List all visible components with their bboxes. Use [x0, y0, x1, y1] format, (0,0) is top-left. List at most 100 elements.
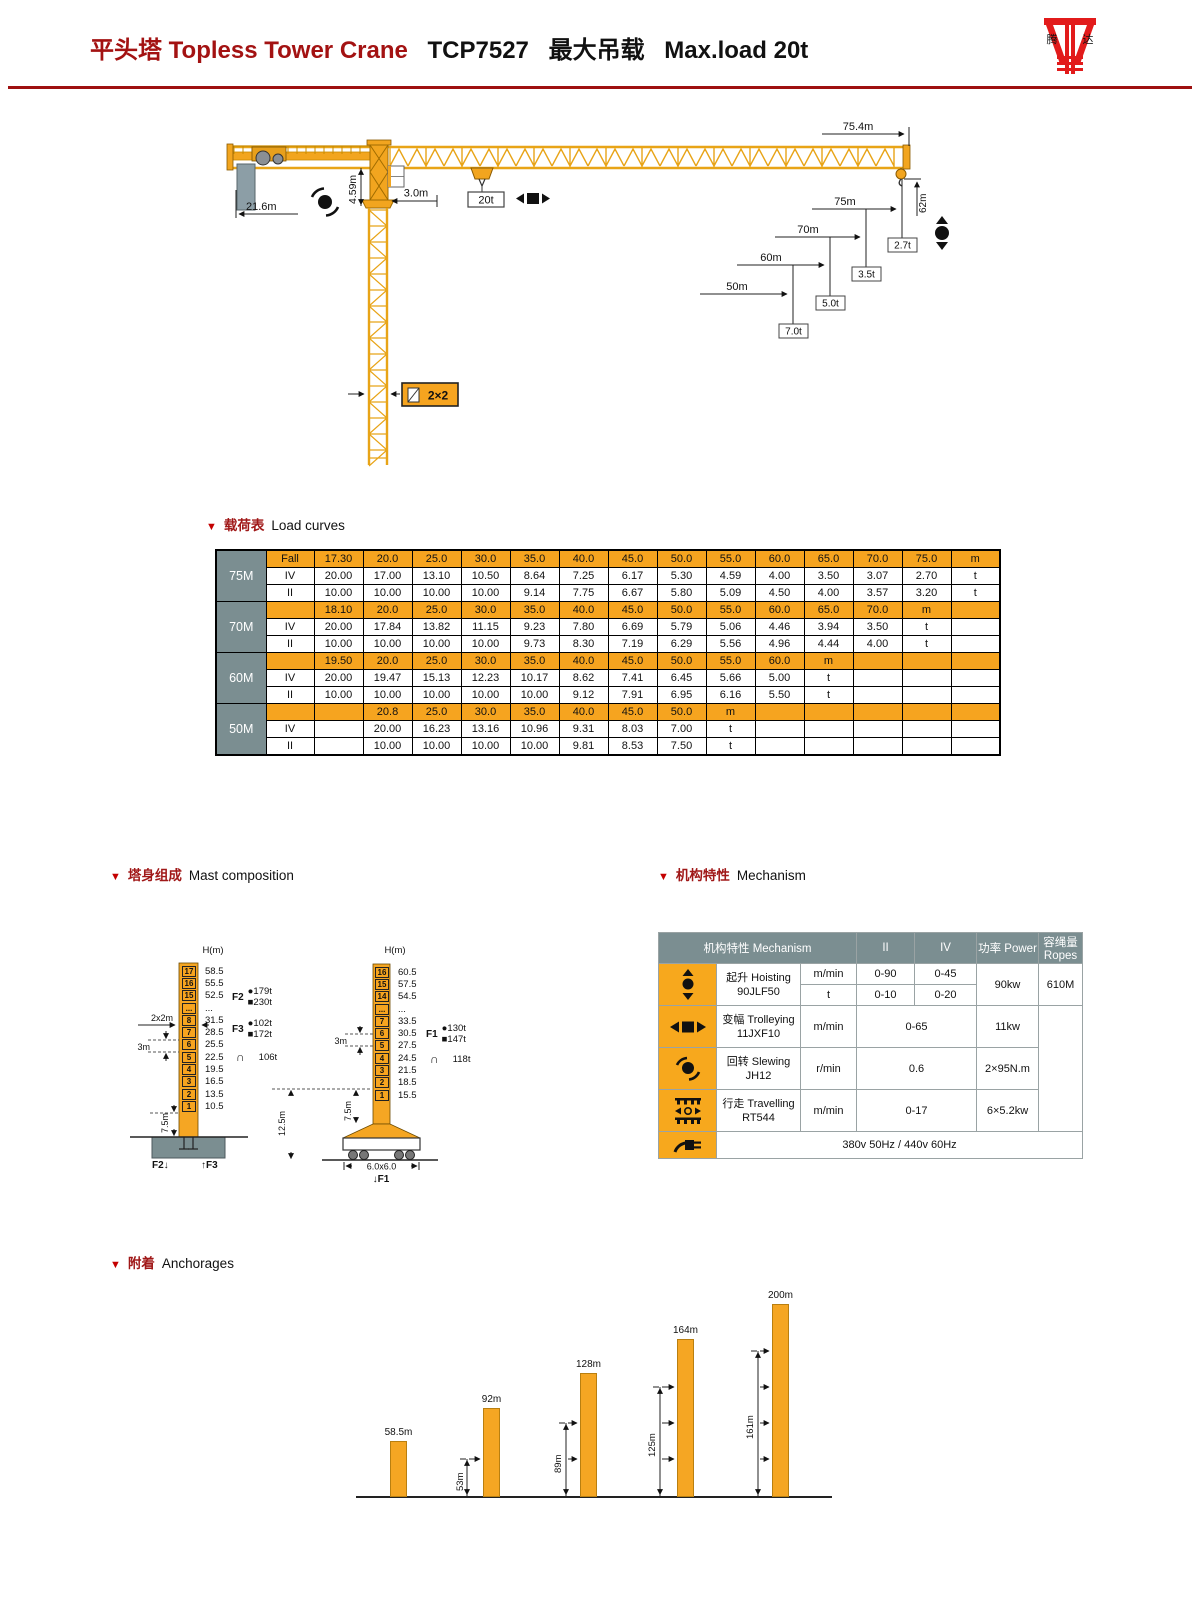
- load-value-cell: [803, 720, 854, 738]
- mast-section-height: 15.5: [398, 1089, 417, 1101]
- radius-header-cell: 45.0: [607, 549, 658, 568]
- trolleying-name: 变幅 Trolleying: [722, 1013, 795, 1026]
- ballast-block: [236, 163, 256, 211]
- svg-text:161m: 161m: [745, 1415, 756, 1439]
- svg-text:2.7t: 2.7t: [894, 241, 911, 252]
- travelling-icon: [674, 1097, 701, 1124]
- load-value-cell: 10.00: [362, 584, 413, 602]
- load-value-cell: 16.23: [411, 720, 462, 738]
- slewing-icon-cell: [658, 1047, 717, 1090]
- max-load-tag: 20t: [478, 195, 493, 207]
- load-data-row: IV 20.00 16.23 13.16 10.96 9.31 8.03 7.00 t: [216, 720, 1001, 738]
- mast-title-en: Mast composition: [188, 868, 294, 883]
- jib-tip: [902, 144, 911, 170]
- load-data-row: II 10.00 10.00 10.00 10.00 10.00 9.12 7.91 6.95 6…: [216, 686, 1001, 704]
- radius-header-cell: [901, 703, 952, 721]
- load-value-cell: [950, 618, 1001, 636]
- mast-section-height: 21.5: [398, 1065, 417, 1077]
- mast-section-row: 2 13.5: [182, 1088, 224, 1100]
- mechanism-title-en: Mechanism: [736, 868, 806, 883]
- mast-section-row: 4 19.5: [182, 1063, 224, 1076]
- mast-section-row: 5 22.5: [182, 1051, 224, 1063]
- trolleying-icon: [669, 1021, 706, 1032]
- mast-section-number: 2: [375, 1077, 389, 1089]
- trolley: [470, 167, 494, 180]
- load-value-cell: 7.91: [607, 686, 658, 704]
- total-base-dim: 12.5m: [277, 1111, 287, 1136]
- mast-section-row: 15 52.5: [182, 990, 224, 1002]
- load-value-cell: 3.50: [803, 567, 854, 585]
- load-curves-table: 75M Fall 17.30 20.0 25.0 30.0 35.0 40.0 45.0 50.0…: [215, 549, 1001, 756]
- fall-cell: II: [265, 635, 315, 653]
- mast-section-number: ...: [375, 1003, 389, 1015]
- load-value-cell: 2.70: [901, 567, 952, 585]
- undercarriage: [342, 1137, 421, 1151]
- load-value-cell: [313, 720, 364, 738]
- mast-section-number: 7: [375, 1015, 389, 1027]
- ropes-en: Ropes: [1043, 950, 1078, 962]
- anchorages-title-en: Anchorages: [161, 1256, 234, 1271]
- load-value-cell: 10.17: [509, 669, 560, 687]
- radius-header-cell: 70.0: [852, 549, 903, 568]
- anchorage-bar: [483, 1408, 500, 1497]
- radius-header-cell: 40.0: [558, 549, 609, 568]
- slewing-icon: [310, 187, 340, 217]
- load-value-cell: 6.17: [607, 567, 658, 585]
- power-plug-icon: [673, 1140, 701, 1153]
- anchorage-bar: [677, 1339, 694, 1497]
- mast-left-sections: 17 58.5 16 55.5 15 52.5...... 8 31.5 7 28.5 6 25.5 5…: [182, 965, 224, 1113]
- load-value-cell: 6.16: [705, 686, 756, 704]
- mast-section-number: 3: [182, 1076, 196, 1088]
- mast-section-number: 1: [182, 1100, 196, 1112]
- counter-jib-dim: 21.6m: [246, 201, 277, 213]
- title-en: Topless Tower Crane: [168, 37, 408, 64]
- section-height-dim: 3m: [137, 1042, 150, 1052]
- hook-block: [895, 168, 907, 180]
- mast-section-row: 5 27.5: [375, 1040, 417, 1052]
- mast-section-row: 14 54.5: [375, 991, 417, 1003]
- axis-label: H(m): [202, 945, 223, 956]
- mast-section-height: 24.5: [398, 1052, 417, 1064]
- load-value-cell: 10.00: [460, 686, 511, 704]
- min-radius-dim: 3.0m: [404, 188, 428, 200]
- mast-title-zh: 塔身组成: [127, 868, 182, 883]
- mast-section-height: 57.5: [398, 978, 417, 990]
- mast-section-number: 5: [375, 1040, 389, 1052]
- load-value-cell: 4.00: [803, 584, 854, 602]
- radius-header-cell: m: [901, 601, 952, 619]
- reaction-static: ■172t: [247, 1029, 272, 1040]
- mast-section-height: 13.5: [205, 1088, 224, 1100]
- jib-lattice: [389, 147, 895, 168]
- section-mast-composition: ▼ 塔身组成 Mast composition: [110, 864, 294, 884]
- load-value-cell: 5.80: [656, 584, 707, 602]
- value-cell: 0-10: [856, 984, 916, 1006]
- col-iv: IV: [914, 932, 978, 964]
- circle-marker-icon: ●: [441, 1023, 448, 1034]
- mast-section-height: 10.5: [205, 1100, 224, 1112]
- mast-section-height: 27.5: [398, 1040, 417, 1052]
- mast-section-row: ......: [182, 1002, 224, 1014]
- radius-header-cell: 25.0: [411, 652, 462, 670]
- value-cell: 0-90: [856, 963, 916, 985]
- reaction-label: F2: [232, 991, 244, 1003]
- square-marker-icon: ■: [247, 997, 254, 1008]
- mast-section-height: 54.5: [398, 991, 417, 1003]
- tower-head-dim: 4.59m: [347, 175, 359, 204]
- load-value-cell: 4.44: [803, 635, 854, 653]
- anchorage-bar-label: 164m: [672, 1325, 698, 1336]
- footer-f3: ↑F3: [201, 1160, 218, 1171]
- mast-section-row: 2 18.5: [375, 1077, 417, 1089]
- load-value-cell: 10.00: [362, 737, 413, 756]
- value-cell: 0.6: [856, 1047, 978, 1090]
- radius-header-cell: [950, 601, 1001, 619]
- ropes-empty-cell: [1038, 1005, 1084, 1132]
- mast-section-height: ...: [398, 1003, 406, 1015]
- f1-footer-label: ↓F1: [373, 1174, 390, 1185]
- reaction-working: ●102t: [247, 1018, 272, 1029]
- load-value-cell: [950, 669, 1001, 687]
- radius-header-cell: 35.0: [509, 703, 560, 721]
- load-value-cell: 9.23: [509, 618, 560, 636]
- travelling-model: RT544: [742, 1111, 775, 1124]
- square-marker-icon: ■: [247, 1029, 254, 1040]
- radius-header-cell: m: [950, 549, 1001, 568]
